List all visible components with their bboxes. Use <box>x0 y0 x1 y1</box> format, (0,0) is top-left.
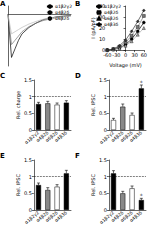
svg-text:1.5: 1.5 <box>99 157 107 163</box>
svg-text:C: C <box>0 72 5 80</box>
svg-text:α4β2δ: α4β2δ <box>35 130 50 144</box>
svg-text:1: 1 <box>104 94 107 100</box>
svg-text:α1β2γ2: α1β2γ2 <box>23 130 41 145</box>
svg-text:α6β2δ: α6β2δ <box>119 130 134 144</box>
svg-text:-60: -60 <box>103 52 111 58</box>
svg-text:α6β2δ: α6β2δ <box>119 210 134 224</box>
svg-text:*: * <box>140 192 143 199</box>
svg-text:Rel. IPSC: Rel. IPSC <box>90 93 96 116</box>
svg-text:0: 0 <box>29 127 32 133</box>
svg-text:0: 0 <box>104 127 107 133</box>
svg-text:D: D <box>75 72 81 80</box>
svg-text:α6β2δ: α6β2δ <box>55 16 70 21</box>
svg-text:20: 20 <box>98 25 106 31</box>
svg-text:Rel. IPSC: Rel. IPSC <box>90 173 96 196</box>
svg-text:α6β2δ: α6β2δ <box>44 210 59 224</box>
svg-text:α1β2γ2: α1β2γ2 <box>104 4 121 9</box>
svg-text:α1β2γ2: α1β2γ2 <box>23 210 41 225</box>
svg-text:1: 1 <box>29 94 32 100</box>
svg-text:Rel. charge: Rel. charge <box>15 91 22 119</box>
svg-text:0: 0 <box>124 52 127 58</box>
svg-text:α4β2δ: α4β2δ <box>104 10 119 15</box>
svg-text:α4β3δ: α4β3δ <box>129 210 143 223</box>
svg-text:α6β2δ: α6β2δ <box>104 16 119 21</box>
svg-text:α1β2γ2: α1β2γ2 <box>55 4 72 9</box>
svg-text:α4β3δ: α4β3δ <box>54 130 68 143</box>
svg-text:α4β2δ: α4β2δ <box>35 210 50 224</box>
svg-text:0.5: 0.5 <box>24 190 32 196</box>
svg-text:1.5: 1.5 <box>24 77 32 83</box>
svg-text:1.5: 1.5 <box>99 77 107 83</box>
svg-text:0: 0 <box>104 207 107 213</box>
svg-text:α4β2δ: α4β2δ <box>55 10 70 15</box>
svg-text:1: 1 <box>104 174 107 180</box>
svg-text:0.5: 0.5 <box>99 110 107 116</box>
svg-text:α4β3δ: α4β3δ <box>104 22 119 27</box>
svg-text:Voltage (mV): Voltage (mV) <box>109 62 142 69</box>
svg-text:0.5: 0.5 <box>24 110 32 116</box>
svg-text:Rel. IPSC: Rel. IPSC <box>15 173 21 196</box>
svg-text:0: 0 <box>29 207 32 213</box>
svg-text:60: 60 <box>141 52 147 58</box>
svg-text:α1β2γ2: α1β2γ2 <box>98 210 116 225</box>
svg-text:1: 1 <box>29 174 32 180</box>
svg-text:0.5: 0.5 <box>99 190 107 196</box>
svg-text:1.5: 1.5 <box>24 157 32 163</box>
svg-text:0: 0 <box>102 47 106 54</box>
svg-text:*: * <box>140 79 143 86</box>
svg-text:α4β2δ: α4β2δ <box>110 210 125 224</box>
svg-text:α4β2δ: α4β2δ <box>110 130 125 144</box>
svg-text:30: 30 <box>131 52 137 58</box>
svg-text:I (pA/pF): I (pA/pF) <box>90 17 97 38</box>
svg-text:10: 10 <box>99 36 105 42</box>
svg-text:α4β3δ: α4β3δ <box>129 130 143 143</box>
svg-text:F: F <box>75 152 80 160</box>
svg-text:-30: -30 <box>112 52 120 58</box>
svg-text:B: B <box>75 0 80 8</box>
svg-text:α1β2γ2: α1β2γ2 <box>98 130 116 145</box>
svg-text:α4β3δ: α4β3δ <box>54 210 68 223</box>
svg-text:E: E <box>0 152 5 160</box>
svg-text:α6β2δ: α6β2δ <box>44 130 59 144</box>
svg-text:A: A <box>0 0 6 8</box>
